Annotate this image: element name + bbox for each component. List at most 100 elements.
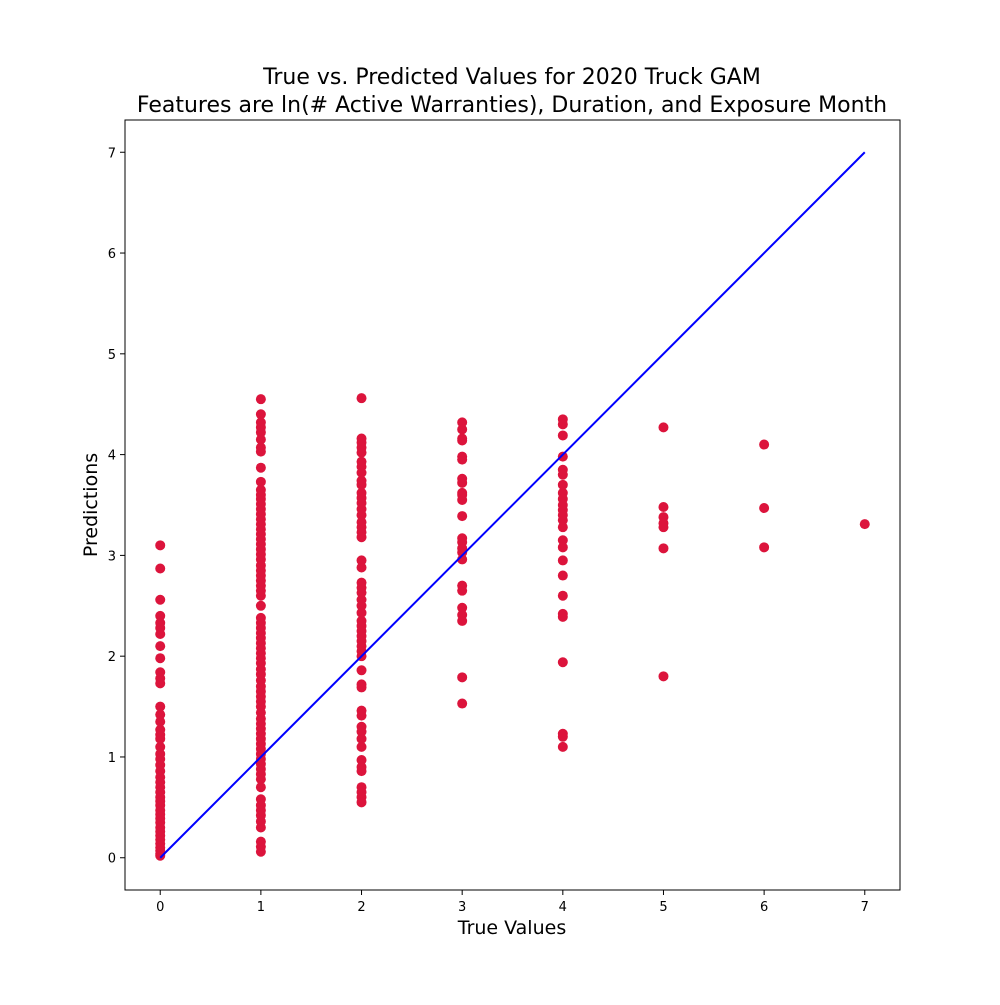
data-point — [557, 542, 568, 553]
x-tick-label: 7 — [861, 900, 869, 915]
data-point — [457, 477, 468, 488]
data-point — [658, 543, 669, 554]
x-tick-label: 2 — [357, 900, 365, 915]
data-point — [155, 653, 166, 664]
data-point — [356, 741, 367, 752]
data-point — [155, 701, 166, 712]
data-point — [255, 846, 266, 857]
data-point — [759, 542, 770, 553]
data-point — [356, 393, 367, 404]
x-tick-label: 6 — [760, 900, 768, 915]
data-point — [457, 547, 468, 558]
data-point — [356, 532, 367, 543]
data-point — [557, 570, 568, 581]
data-point — [356, 665, 367, 676]
data-point — [759, 503, 770, 514]
data-point — [255, 434, 266, 445]
x-tick-label: 4 — [559, 900, 567, 915]
data-point — [255, 462, 266, 473]
data-point — [155, 850, 166, 861]
x-tick-label: 3 — [458, 900, 466, 915]
data-point — [155, 641, 166, 652]
data-point — [356, 562, 367, 573]
y-tick-label: 4 — [108, 449, 116, 464]
data-point — [658, 502, 669, 513]
y-tick-label: 5 — [108, 348, 116, 363]
data-point — [356, 607, 367, 618]
data-point — [356, 754, 367, 765]
data-point — [557, 535, 568, 546]
data-point — [557, 515, 568, 526]
data-point — [658, 671, 669, 682]
data-point — [557, 590, 568, 601]
x-axis-ticks: 0 1 2 3 4 5 6 7 — [156, 890, 869, 915]
reference-line — [159, 151, 866, 859]
chart-subtitle: Features are ln(# Active Warranties), Du… — [137, 93, 887, 118]
data-point — [356, 587, 367, 598]
data-point — [457, 417, 468, 428]
data-point — [557, 741, 568, 752]
data-point — [255, 446, 266, 457]
data-point — [457, 615, 468, 626]
data-point — [356, 447, 367, 458]
data-point — [457, 672, 468, 683]
data-point — [155, 733, 166, 744]
y-tick-label: 2 — [108, 650, 116, 665]
data-point — [155, 716, 166, 727]
x-axis-label: True Values — [457, 917, 566, 939]
data-point — [255, 427, 266, 438]
data-point — [557, 469, 568, 480]
data-point — [255, 774, 266, 785]
y-tick-label: 6 — [108, 247, 116, 262]
data-point — [457, 494, 468, 505]
data-point — [155, 594, 166, 605]
data-point — [155, 741, 166, 752]
x-tick-label: 5 — [659, 900, 667, 915]
data-point — [356, 710, 367, 721]
data-point — [255, 590, 266, 601]
data-point — [155, 678, 166, 689]
data-point — [457, 435, 468, 446]
y-tick-label: 3 — [108, 549, 116, 564]
data-point — [255, 409, 266, 420]
chart-title: True vs. Predicted Values for 2020 Truck… — [262, 65, 761, 90]
data-point — [255, 476, 266, 487]
data-point — [155, 540, 166, 551]
data-point — [658, 522, 669, 533]
data-point — [557, 555, 568, 566]
y-axis-label: Predictions — [80, 453, 102, 557]
data-point — [356, 555, 367, 566]
data-point — [255, 394, 266, 405]
data-point — [457, 698, 468, 709]
data-points — [155, 393, 870, 861]
data-point — [356, 766, 367, 777]
data-point — [356, 467, 367, 478]
data-point — [356, 479, 367, 490]
data-point — [557, 430, 568, 441]
data-point — [356, 600, 367, 611]
data-point — [155, 629, 166, 640]
data-point — [557, 657, 568, 668]
data-point — [255, 782, 266, 793]
reference-line-layer — [159, 151, 866, 859]
data-point — [658, 422, 669, 433]
y-tick-label: 0 — [108, 852, 116, 867]
data-point — [255, 600, 266, 611]
data-point — [356, 733, 367, 744]
x-tick-label: 0 — [156, 900, 164, 915]
data-point — [759, 439, 770, 450]
data-point — [457, 511, 468, 522]
data-point — [557, 479, 568, 490]
data-point — [255, 822, 266, 833]
data-point — [557, 731, 568, 742]
data-point — [356, 726, 367, 737]
data-point — [155, 563, 166, 574]
data-point — [356, 797, 367, 808]
data-point — [557, 451, 568, 462]
data-point — [557, 522, 568, 533]
x-tick-label: 1 — [257, 900, 265, 915]
data-point — [457, 454, 468, 465]
y-tick-label: 7 — [108, 146, 116, 161]
